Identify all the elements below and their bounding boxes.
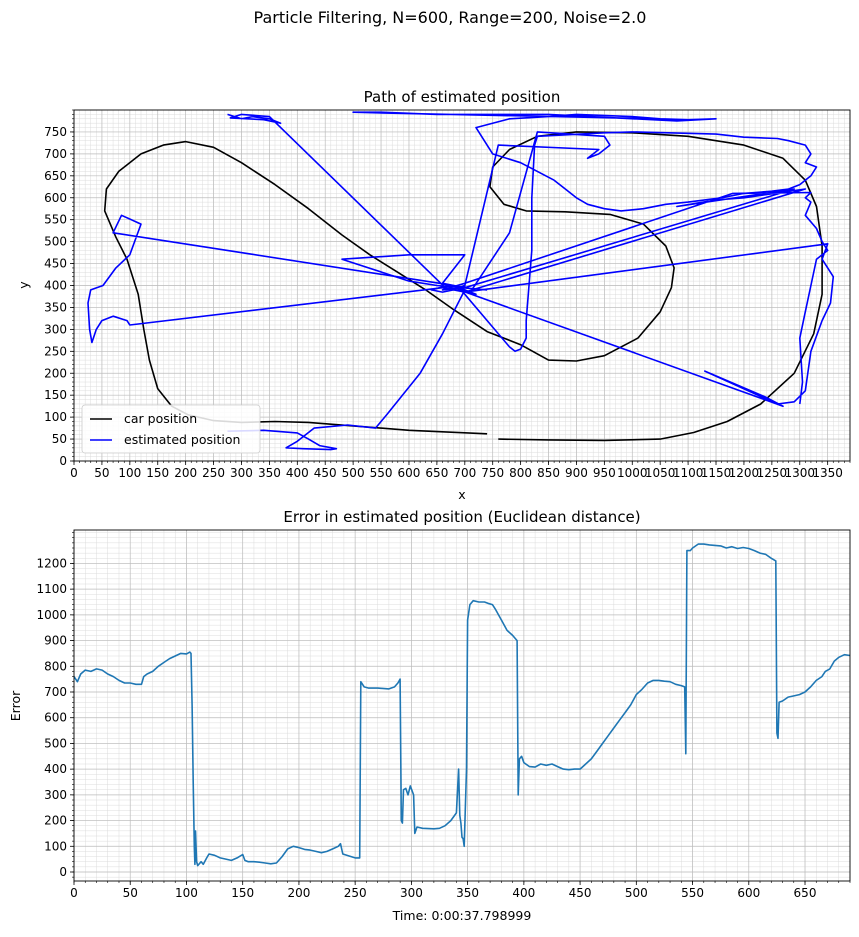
plot-error: Error in estimated position (Euclidean d… — [8, 508, 851, 923]
plot-path-ytick-label: 450 — [44, 257, 67, 271]
plot-path-series-1-line-2 — [227, 113, 611, 296]
plot-path-xtick-label: 350 — [258, 466, 281, 480]
plot-error-ticks: 0 50 100 150 200 250 300 350 400 450 500 550 600 650 0… — [36, 532, 851, 900]
plot-error-series-0-line-0 — [74, 543, 850, 867]
plot-error-xtick-label: 50 — [123, 886, 138, 900]
plot-path-xtick-label: 100 — [118, 466, 141, 480]
plot-path-ytick-label: 600 — [44, 191, 67, 205]
plot-error-frame — [73, 529, 851, 882]
plot-path-ytick-label: 50 — [52, 432, 67, 446]
plot-path: Path of estimated position 0 50 100 150 200 2… — [16, 88, 851, 502]
plot-path-xtick-label: 150 — [146, 466, 169, 480]
plot-path-series-1-line-1 — [341, 111, 818, 353]
plot-path-xtick-label: 1200 — [729, 466, 760, 480]
plot-path-ytick-label: 400 — [44, 279, 67, 293]
plot-path-xtick-label: 200 — [174, 466, 197, 480]
legend-label-estimated: estimated position — [124, 432, 240, 447]
plot-path-xtick-label: 900 — [565, 466, 588, 480]
plot-path-xtick-label: 650 — [425, 466, 448, 480]
plot-error-grid — [73, 530, 851, 881]
plot-path-xtick-label: 1250 — [757, 466, 788, 480]
plot-error-xtick-label: 500 — [625, 886, 648, 900]
plot-error-ytick-label: 1000 — [36, 608, 67, 622]
plot-error-ytick-label: 0 — [59, 865, 67, 879]
plot-error-xtick-label: 300 — [400, 886, 423, 900]
plot-error-ytick-label: 300 — [44, 788, 67, 802]
plot-error-ytick-label: 200 — [44, 814, 67, 828]
plot-error-series — [74, 543, 850, 867]
plot-path-xtick-label: 550 — [370, 466, 393, 480]
plot-error-xtick-label: 0 — [70, 886, 78, 900]
plot-path-xtick-label: 800 — [509, 466, 532, 480]
plot-error-ytick-label: 700 — [44, 685, 67, 699]
plot-error-ytick-label: 1200 — [36, 556, 67, 570]
plot-path-xtick-label: 1350 — [812, 466, 843, 480]
plot-error-ytick-label: 100 — [44, 839, 67, 853]
plot-error-xtick-label: 100 — [175, 886, 198, 900]
plot-path-xtick-label: 250 — [202, 466, 225, 480]
plot-error-xtick-label: 400 — [512, 886, 535, 900]
plot-error-ytick-label: 800 — [44, 659, 67, 673]
plot-error-xtick-label: 550 — [681, 886, 704, 900]
plot-error-ytick-label: 500 — [44, 736, 67, 750]
plot-path-ytick-label: 500 — [44, 235, 67, 249]
plot-path-xtick-label: 300 — [230, 466, 253, 480]
plot-path-xtick-label: 950 — [593, 466, 616, 480]
plot-path-xtick-label: 50 — [94, 466, 109, 480]
plot-path-ytick-label: 150 — [44, 388, 67, 402]
plot-path-ytick-label: 0 — [59, 454, 67, 468]
plot-path-ytick-label: 700 — [44, 147, 67, 161]
plot-path-xtick-label: 850 — [537, 466, 560, 480]
plot-path-xtick-label: 700 — [453, 466, 476, 480]
plot-error-ytick-label: 900 — [44, 634, 67, 648]
plot-path-ytick-label: 250 — [44, 344, 67, 358]
legend: car position estimated position — [81, 404, 261, 454]
plot-path-xtick-label: 600 — [398, 466, 421, 480]
legend-label-car: car position — [124, 411, 197, 426]
plot-path-ytick-label: 300 — [44, 322, 67, 336]
plot-error-xtick-label: 200 — [287, 886, 310, 900]
plot-error-title: Error in estimated position (Euclidean d… — [283, 508, 640, 526]
plot-path-xtick-label: 750 — [481, 466, 504, 480]
figure-suptitle: Particle Filtering, N=600, Range=200, No… — [254, 8, 647, 27]
plot-path-series-0-line-0 — [103, 131, 823, 442]
plot-path-xtick-label: 450 — [314, 466, 337, 480]
plot-path-ytick-label: 750 — [44, 125, 67, 139]
plot-path-xtick-label: 1050 — [645, 466, 676, 480]
plot-path-ytick-label: 100 — [44, 410, 67, 424]
plot-error-xtick-label: 150 — [231, 886, 254, 900]
plot-error-xtick-label: 350 — [456, 886, 479, 900]
plot-error-ytick-label: 600 — [44, 711, 67, 725]
plot-error-xtick-label: 600 — [737, 886, 760, 900]
plot-path-title: Path of estimated position — [364, 88, 561, 106]
plot-path-ylabel: y — [16, 281, 31, 289]
plot-path-xtick-label: 0 — [70, 466, 78, 480]
plot-error-ylabel: Error — [8, 690, 23, 721]
plot-path-xtick-label: 500 — [342, 466, 365, 480]
plot-path-xlabel: x — [458, 487, 465, 502]
plot-path-ticks: 0 50 100 150 200 250 300 350 400 450 500 550 600 650 7… — [44, 109, 851, 480]
plot-path-xtick-label: 1300 — [784, 466, 815, 480]
plot-path-ytick-label: 650 — [44, 169, 67, 183]
plot-error-xtick-label: 650 — [794, 886, 817, 900]
plot-path-xtick-label: 1000 — [617, 466, 648, 480]
plot-path-series — [87, 111, 835, 451]
plot-path-xtick-label: 1100 — [673, 466, 704, 480]
plot-error-xlabel: Time: 0:00:37.798999 — [392, 908, 532, 923]
plot-path-ytick-label: 550 — [44, 213, 67, 227]
plot-path-xtick-label: 400 — [286, 466, 309, 480]
legend-box — [81, 404, 261, 454]
plot-error-xtick-label: 250 — [344, 886, 367, 900]
plot-path-ytick-label: 350 — [44, 300, 67, 314]
plot-error-xtick-label: 450 — [569, 886, 592, 900]
plot-error-ytick-label: 400 — [44, 762, 67, 776]
plot-error-ytick-label: 1100 — [36, 582, 67, 596]
plot-path-ytick-label: 200 — [44, 366, 67, 380]
plot-path-xtick-label: 1150 — [701, 466, 732, 480]
